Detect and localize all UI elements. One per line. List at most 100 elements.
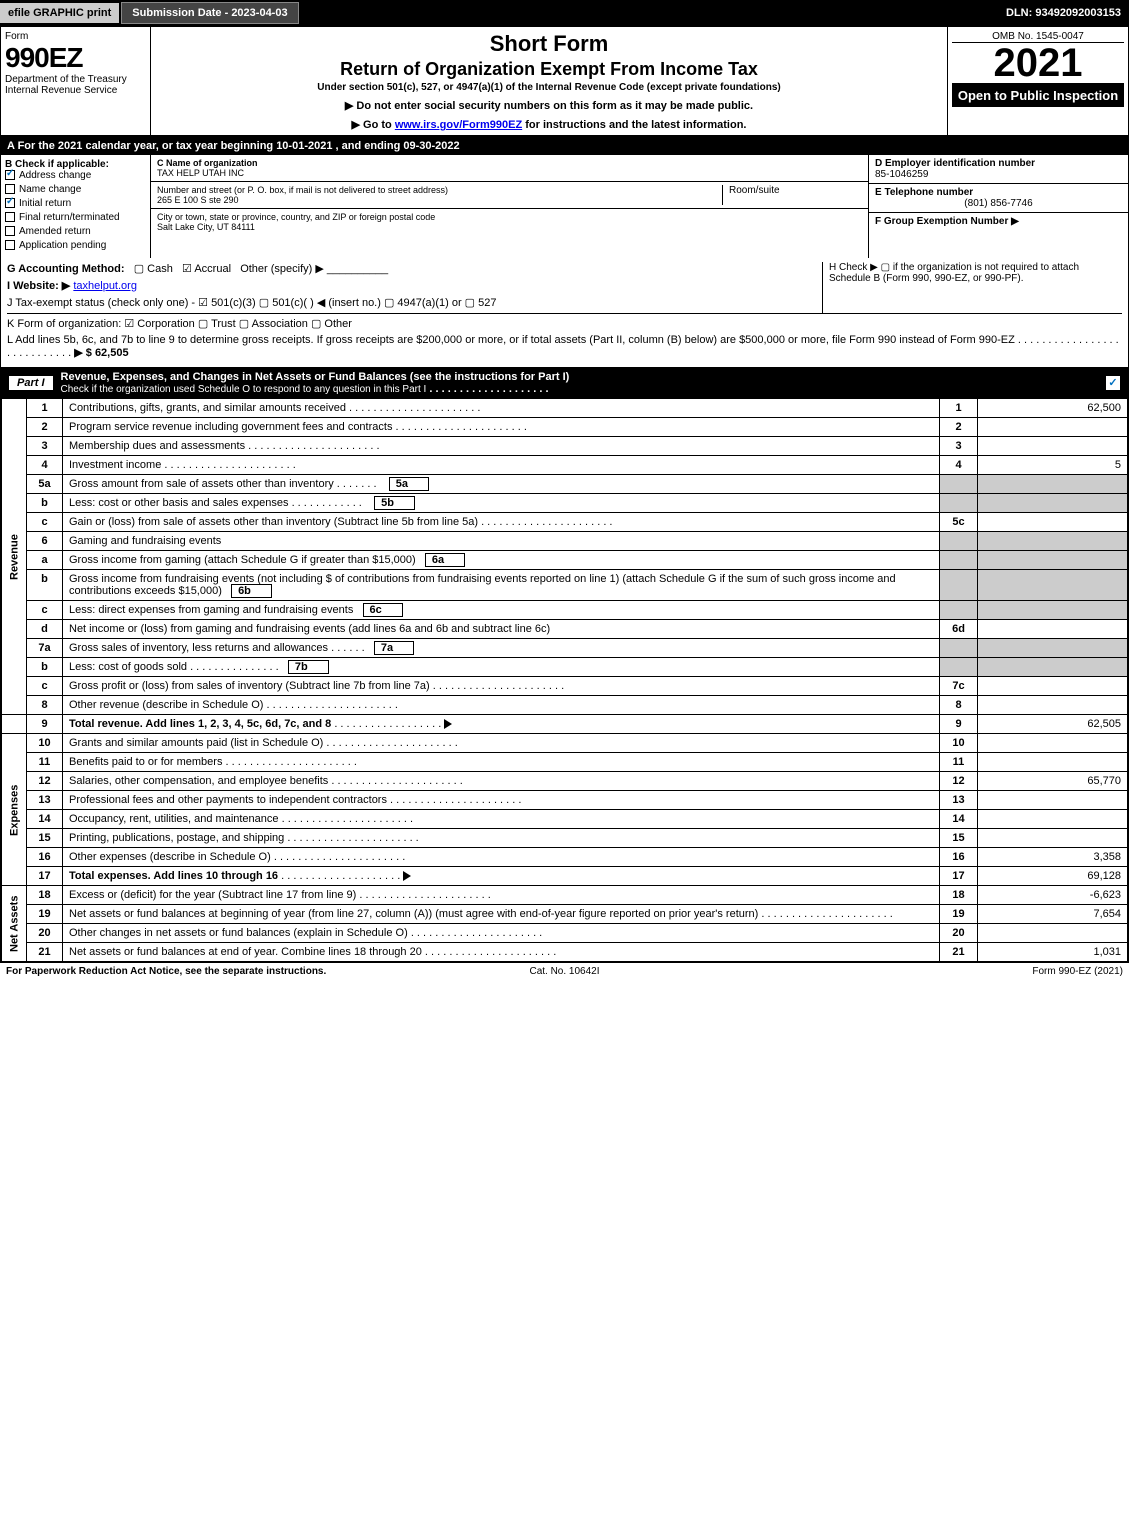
line-9-desc: Total revenue. Add lines 1, 2, 3, 4, 5c,… <box>63 715 940 734</box>
line-l-gross-receipts: L Add lines 5b, 6c, and 7b to line 9 to … <box>7 334 1122 359</box>
table-row: cGain or (loss) from sale of assets othe… <box>2 513 1128 532</box>
table-row: bGross income from fundraising events (n… <box>2 570 1128 601</box>
line-11-desc: Benefits paid to or for members <box>63 753 940 772</box>
e-tel-label: E Telephone number <box>875 187 973 198</box>
table-row: 3Membership dues and assessments3 <box>2 437 1128 456</box>
line-6-desc: Gaming and fundraising events <box>63 532 940 551</box>
table-row: 9Total revenue. Add lines 1, 2, 3, 4, 5c… <box>2 715 1128 734</box>
line-5c-desc: Gain or (loss) from sale of assets other… <box>63 513 940 532</box>
irs-link[interactable]: www.irs.gov/Form990EZ <box>395 119 522 131</box>
line-6a-desc: Gross income from gaming (attach Schedul… <box>63 551 940 570</box>
line-14-desc: Occupancy, rent, utilities, and maintena… <box>63 810 940 829</box>
part-1-table: Revenue 1Contributions, gifts, grants, a… <box>1 398 1128 962</box>
line-21-desc: Net assets or fund balances at end of ye… <box>63 943 940 962</box>
line-21-amt: 1,031 <box>978 943 1128 962</box>
section-g-h-i-j-k-l: G Accounting Method: ▢ Cash ☑ Accrual Ot… <box>1 258 1128 368</box>
chk-name-change[interactable]: Name change <box>5 184 146 195</box>
line-8-amt <box>978 696 1128 715</box>
line-13-amt <box>978 791 1128 810</box>
line-16-amt: 3,358 <box>978 848 1128 867</box>
org-name: TAX HELP UTAH INC <box>157 168 244 178</box>
line-6b-desc: Gross income from fundraising events (no… <box>63 570 940 601</box>
revenue-side-label: Revenue <box>2 399 27 715</box>
b-label: B Check if applicable: <box>5 159 146 170</box>
table-row: cGross profit or (loss) from sales of in… <box>2 677 1128 696</box>
dln-label: DLN: 93492092003153 <box>1006 7 1129 19</box>
chk-initial-return[interactable]: Initial return <box>5 198 146 209</box>
line-7a-desc: Gross sales of inventory, less returns a… <box>63 639 940 658</box>
chk-address-change[interactable]: Address change <box>5 170 146 181</box>
d-ein-label: D Employer identification number <box>875 158 1035 169</box>
table-row: cLess: direct expenses from gaming and f… <box>2 601 1128 620</box>
table-row: 21Net assets or fund balances at end of … <box>2 943 1128 962</box>
chk-final-return[interactable]: Final return/terminated <box>5 212 146 223</box>
table-row: 20Other changes in net assets or fund ba… <box>2 924 1128 943</box>
line-4-amt: 5 <box>978 456 1128 475</box>
page-footer: For Paperwork Reduction Act Notice, see … <box>0 963 1129 980</box>
line-k-org-form: K Form of organization: ☑ Corporation ▢ … <box>7 313 1122 330</box>
table-row: dNet income or (loss) from gaming and fu… <box>2 620 1128 639</box>
line-5b-desc: Less: cost or other basis and sales expe… <box>63 494 940 513</box>
table-row: 6Gaming and fundraising events <box>2 532 1128 551</box>
form-label: Form <box>5 31 146 42</box>
table-row: 14Occupancy, rent, utilities, and mainte… <box>2 810 1128 829</box>
ssn-warning: ▶ Do not enter social security numbers o… <box>161 99 937 112</box>
block-b-c-d: B Check if applicable: Address change Na… <box>1 155 1128 258</box>
line-19-desc: Net assets or fund balances at beginning… <box>63 905 940 924</box>
table-row: 13Professional fees and other payments t… <box>2 791 1128 810</box>
table-row: Net Assets 18Excess or (deficit) for the… <box>2 886 1128 905</box>
part-1-label: Part I <box>9 376 53 390</box>
efile-print-button[interactable]: efile GRAPHIC print <box>0 3 121 23</box>
line-g-accounting: G Accounting Method: ▢ Cash ☑ Accrual Ot… <box>7 262 822 275</box>
arrow-icon <box>403 871 411 881</box>
section-b-checkboxes: B Check if applicable: Address change Na… <box>1 155 151 258</box>
table-row: 12Salaries, other compensation, and empl… <box>2 772 1128 791</box>
part-1-title: Revenue, Expenses, and Changes in Net As… <box>61 371 570 383</box>
line-7c-desc: Gross profit or (loss) from sales of inv… <box>63 677 940 696</box>
checkmark-icon <box>5 170 15 180</box>
table-row: aGross income from gaming (attach Schedu… <box>2 551 1128 570</box>
ein-value: 85-1046259 <box>875 169 928 180</box>
form-page: Form 990EZ Department of the Treasury In… <box>0 26 1129 963</box>
line-18-desc: Excess or (deficit) for the year (Subtra… <box>63 886 940 905</box>
line-1-amt: 62,500 <box>978 399 1128 418</box>
checkbox-icon <box>5 240 15 250</box>
table-row: bLess: cost or other basis and sales exp… <box>2 494 1128 513</box>
line-a-tax-year: A For the 2021 calendar year, or tax yea… <box>1 137 1128 155</box>
c-city-label: City or town, state or province, country… <box>157 212 435 222</box>
line-20-amt <box>978 924 1128 943</box>
chk-application-pending[interactable]: Application pending <box>5 240 146 251</box>
line-3-amt <box>978 437 1128 456</box>
line-12-amt: 65,770 <box>978 772 1128 791</box>
form-title-short: Short Form <box>161 31 937 57</box>
line-7c-amt <box>978 677 1128 696</box>
footer-center: Cat. No. 10642I <box>378 966 750 977</box>
form-subtitle: Under section 501(c), 527, or 4947(a)(1)… <box>161 82 937 93</box>
table-row: 8Other revenue (describe in Schedule O)8 <box>2 696 1128 715</box>
line-17-desc: Total expenses. Add lines 10 through 16 … <box>63 867 940 886</box>
line-1-desc: Contributions, gifts, grants, and simila… <box>63 399 940 418</box>
form-number: 990EZ <box>5 42 146 74</box>
irs-label: Internal Revenue Service <box>5 85 146 96</box>
form-header: Form 990EZ Department of the Treasury In… <box>1 27 1128 137</box>
line-11-amt <box>978 753 1128 772</box>
org-city: Salt Lake City, UT 84111 <box>157 222 255 232</box>
room-suite-label: Room/suite <box>722 185 862 205</box>
table-row: 17Total expenses. Add lines 10 through 1… <box>2 867 1128 886</box>
line-9-amt: 62,505 <box>978 715 1128 734</box>
table-row: 11Benefits paid to or for members11 <box>2 753 1128 772</box>
line-6d-desc: Net income or (loss) from gaming and fun… <box>63 620 940 639</box>
table-row: 5aGross amount from sale of assets other… <box>2 475 1128 494</box>
line-14-amt <box>978 810 1128 829</box>
website-link[interactable]: taxhelput.org <box>73 280 137 292</box>
chk-amended-return[interactable]: Amended return <box>5 226 146 237</box>
table-row: Revenue 1Contributions, gifts, grants, a… <box>2 399 1128 418</box>
toolbar: efile GRAPHIC print Submission Date - 20… <box>0 0 1129 26</box>
submission-date-button[interactable]: Submission Date - 2023-04-03 <box>121 2 298 24</box>
arrow-icon <box>444 719 452 729</box>
line-12-desc: Salaries, other compensation, and employ… <box>63 772 940 791</box>
table-row: 4Investment income45 <box>2 456 1128 475</box>
dept-label: Department of the Treasury <box>5 74 146 85</box>
schedule-o-check-icon: ✓ <box>1106 376 1120 390</box>
part-1-check-note: Check if the organization used Schedule … <box>61 384 427 395</box>
